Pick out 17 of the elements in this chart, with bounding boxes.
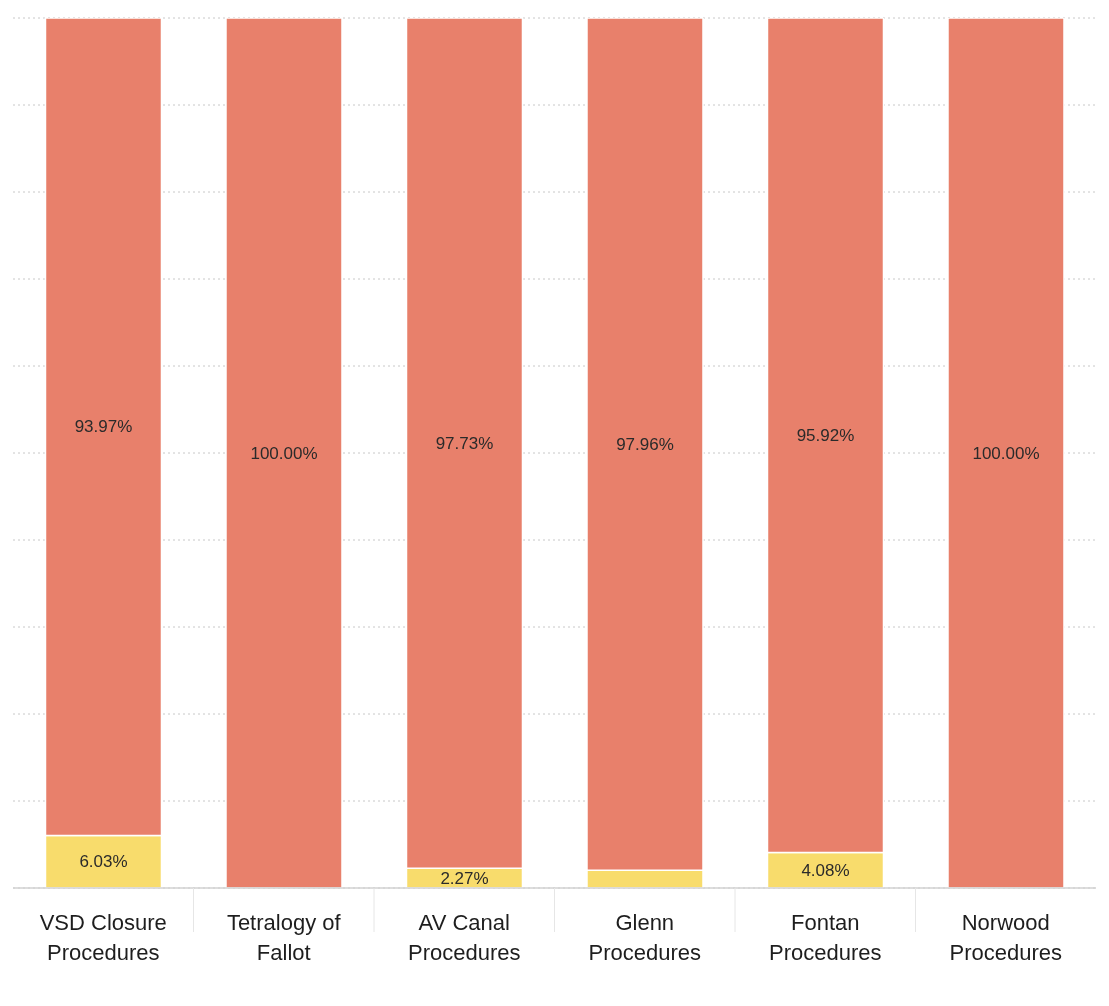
- x-tick-label: AV Canal Procedures: [407, 910, 521, 965]
- data-label: 100.00%: [250, 443, 318, 463]
- bar: [947, 18, 1065, 888]
- data-label: 93.97%: [74, 417, 133, 437]
- x-tick-label: Glenn Procedures: [588, 910, 702, 965]
- data-label: 95.92%: [796, 425, 855, 445]
- data-label: 97.73%: [435, 433, 494, 453]
- x-tick-label: VSD Closure Procedures: [39, 910, 167, 965]
- x-tick-label: Tetralogy of Fallot: [226, 910, 342, 965]
- data-label: 4.08%: [801, 860, 850, 880]
- x-tick-label: Norwood Procedures: [949, 910, 1063, 965]
- data-label: 6.03%: [79, 852, 128, 872]
- data-label: 100.00%: [972, 443, 1040, 463]
- bar: [225, 18, 343, 888]
- x-tick-label: Fontan Procedures: [768, 910, 882, 965]
- data-label: 97.96%: [616, 434, 674, 454]
- data-label: 2.27%: [440, 868, 489, 888]
